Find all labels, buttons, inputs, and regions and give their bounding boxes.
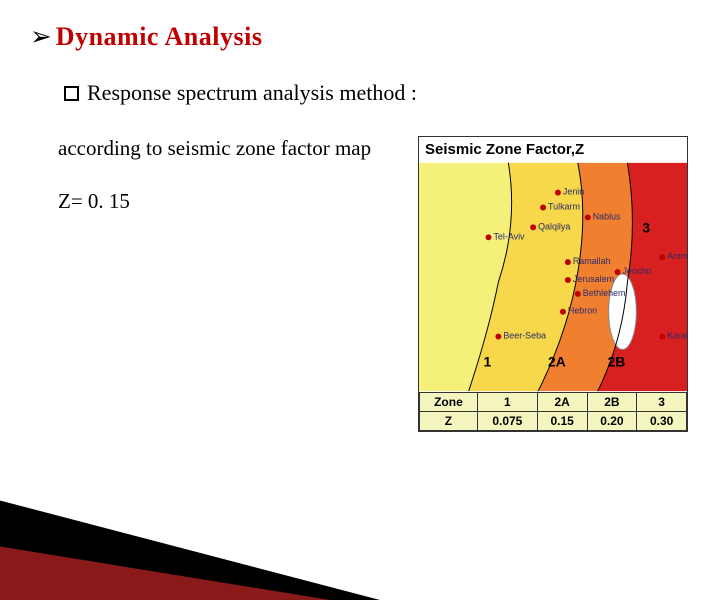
slide: ➢ Dynamic Analysis Response spectrum ana…	[0, 0, 720, 540]
legend-row-label: Z	[420, 412, 478, 431]
city-label: Tulkarm	[548, 202, 580, 212]
legend-cell: 0.30	[637, 412, 687, 431]
legend-row: Zone12A2B3	[420, 393, 687, 412]
city-label: Hebron	[568, 306, 597, 316]
legend-table: Zone12A2B3Z0.0750.150.200.30	[419, 392, 687, 431]
city-label: Karak	[667, 331, 687, 341]
legend-row: Z0.0750.150.200.30	[420, 412, 687, 431]
city-dot	[565, 277, 571, 283]
subheading: Response spectrum analysis method :	[64, 80, 690, 106]
seismic-map-frame: Seismic Zone Factor,Z 12A2B3JeninTulkarm…	[418, 136, 688, 432]
city-dot	[495, 334, 501, 340]
city-label: Beer-Seba	[503, 331, 546, 341]
city-dot	[555, 190, 561, 196]
legend-cell: 2B	[587, 393, 637, 412]
city-label: Ramallah	[573, 256, 611, 266]
city-label: Bethlehem	[583, 288, 626, 298]
city-label: Tel-Aviv	[493, 231, 525, 241]
city-dot	[565, 259, 571, 265]
city-label: Nablus	[593, 211, 621, 221]
city-dot	[615, 269, 621, 275]
city-dot	[659, 334, 665, 340]
city-label: Jericho	[622, 266, 651, 276]
content-row: according to seismic zone factor map Z= …	[58, 136, 690, 432]
zone-label: 2A	[548, 353, 566, 369]
body-line-1: according to seismic zone factor map	[58, 136, 408, 161]
city-dot	[540, 205, 546, 211]
legend-cell: 0.075	[477, 412, 537, 431]
heading-text: Dynamic Analysis	[56, 22, 263, 52]
city-label: Jenin	[563, 187, 584, 197]
city-label: Qalqilya	[538, 221, 570, 231]
city-dot	[530, 224, 536, 230]
decor-bar	[0, 540, 330, 600]
map-column: Seismic Zone Factor,Z 12A2B3JeninTulkarm…	[418, 136, 688, 432]
city-dot	[486, 234, 492, 240]
legend-cell: 0.15	[537, 412, 587, 431]
heading: ➢ Dynamic Analysis	[30, 22, 690, 52]
water-body	[609, 274, 637, 349]
arrow-bullet-icon: ➢	[30, 24, 52, 50]
corner-decor	[0, 420, 380, 600]
subheading-text: Response spectrum analysis method :	[87, 80, 417, 106]
city-dot	[575, 291, 581, 297]
legend-cell: 2A	[537, 393, 587, 412]
city-dot	[585, 214, 591, 220]
city-dot	[560, 309, 566, 315]
square-bullet-icon	[64, 86, 79, 101]
city-dot	[659, 254, 665, 260]
legend-cell: 3	[637, 393, 687, 412]
city-label: Jerusalem	[573, 274, 614, 284]
map-title: Seismic Zone Factor,Z	[419, 137, 687, 162]
legend-row-label: Zone	[420, 393, 478, 412]
body-line-2: Z= 0. 15	[58, 189, 408, 214]
zone-label: 1	[484, 353, 492, 369]
legend-cell: 0.20	[587, 412, 637, 431]
zone-label: 2B	[608, 353, 626, 369]
seismic-map-svg: 1 2A 2B 3 Jenin Tulkarm Nablus Qalqilya Tel-Aviv…	[419, 162, 687, 392]
city-label: Amm	[667, 251, 687, 261]
zone-label: 3	[642, 219, 650, 235]
legend-cell: 1	[477, 393, 537, 412]
decor-shadow	[0, 490, 380, 600]
text-column: according to seismic zone factor map Z= …	[58, 136, 408, 432]
